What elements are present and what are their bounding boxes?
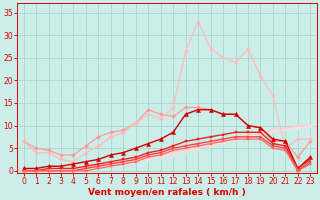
X-axis label: Vent moyen/en rafales ( km/h ): Vent moyen/en rafales ( km/h ) <box>88 188 246 197</box>
